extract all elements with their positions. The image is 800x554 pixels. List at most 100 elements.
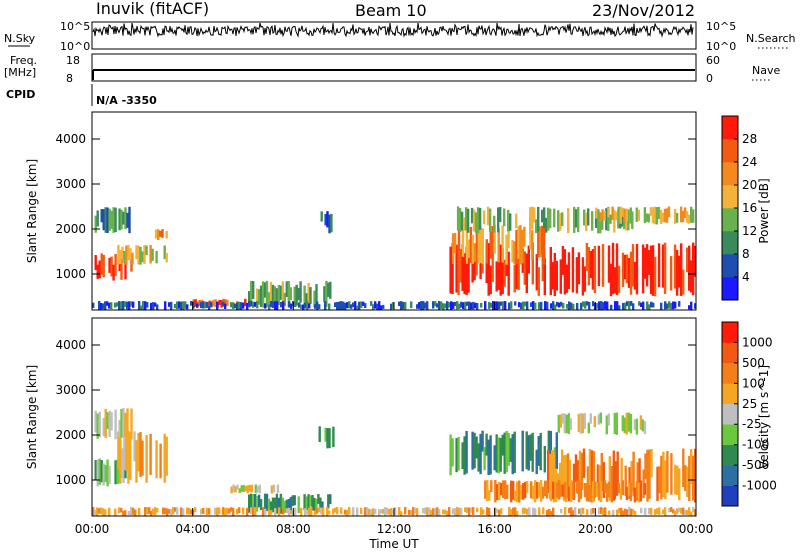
time-tick-label: 20:00 [578, 522, 613, 536]
power-echo-cell [551, 262, 554, 290]
velocity-echo-cell [305, 496, 308, 510]
velocity-echo-cell [568, 507, 571, 514]
velocity-echo-cell [636, 462, 639, 500]
power-echo-cell [583, 209, 586, 226]
power-echo-cell [106, 207, 109, 233]
power-colorbar-tick-label: 4 [742, 270, 750, 284]
power-echo-cell [486, 206, 490, 226]
velocity-echo-cell [550, 511, 553, 516]
velocity-echo-cell [104, 408, 107, 438]
velocity-echo-cell [616, 509, 619, 516]
velocity-echo-cell [294, 507, 297, 516]
power-echo-cell [206, 301, 209, 308]
power-echo-cell [653, 256, 657, 297]
power-echo-cell [392, 302, 395, 309]
power-echo-cell [480, 302, 483, 308]
velocity-echo-cell [432, 508, 435, 516]
velocity-colorbar-tick-label: 25 [742, 397, 757, 411]
power-echo-cell [214, 299, 217, 308]
time-axis: 00:00 04:00 08:00 12:00 16:00 20:00 00:00 [75, 302, 713, 536]
nave-label: Nave [752, 64, 780, 77]
velocity-echo-cell [214, 507, 217, 515]
power-echo-cell [540, 301, 543, 310]
velocity-echo-cell [300, 507, 303, 516]
power-echo-cell [690, 301, 693, 310]
power-echo-cell [325, 280, 328, 307]
power-echo-cell [120, 301, 123, 310]
power-echo-cell [165, 253, 168, 263]
power-echo-cell [364, 303, 367, 308]
power-echo-cell [283, 292, 286, 307]
power-echo-cell [120, 252, 123, 280]
power-echo-cell [118, 301, 121, 310]
velocity-echo-cell [412, 507, 415, 516]
velocity-echo-cell [578, 508, 581, 514]
velocity-echo-cell [530, 481, 533, 499]
velocity-echo-cell [428, 507, 431, 516]
power-echo-cell [112, 264, 115, 281]
power-echo-cell [515, 250, 518, 290]
power-echo-cell [497, 207, 500, 233]
power-echo-cell [196, 303, 199, 308]
power-echo-cell [446, 301, 449, 310]
velocity-echo-cell [639, 415, 643, 430]
power-echo-cell [326, 211, 329, 228]
velocity-echo-cell [534, 508, 537, 516]
power-echo-region [320, 211, 333, 234]
velocity-echo-cell [602, 508, 605, 516]
velocity-colorbar-tick-label: -500 [742, 458, 769, 472]
power-echo-cell [456, 301, 459, 310]
power-echo-cell [615, 211, 618, 220]
velocity-echo-cell [587, 484, 591, 502]
velocity-ytick-label: 2000 [55, 428, 86, 442]
velocity-echo-cell [632, 451, 635, 497]
velocity-echo-cell [578, 450, 582, 496]
velocity-echo-cell [122, 510, 125, 516]
power-echo-cell [114, 207, 117, 233]
velocity-echo-cell [588, 449, 592, 491]
power-echo-cell [170, 301, 173, 310]
power-echo-cell [450, 301, 453, 310]
velocity-echo-cell [621, 480, 625, 496]
freq-unit: [MHz] [4, 66, 36, 79]
power-echo-cell [635, 244, 639, 295]
power-echo-cell [618, 305, 621, 310]
velocity-echo-cell [529, 434, 532, 461]
power-echo-cell [108, 208, 111, 231]
velocity-echo-cell [549, 430, 552, 466]
velocity-echo-cell [660, 455, 663, 500]
velocity-echo-cell [133, 431, 136, 462]
velocity-echo-cell [168, 509, 171, 514]
velocity-colorbar-segment [722, 444, 738, 466]
power-echo-cell [462, 217, 466, 231]
freq-panel: Freq. [MHz] 18 8 60 0 Nave [4, 53, 780, 85]
power-echo-cell [151, 248, 154, 261]
power-echo-cell [246, 303, 249, 310]
power-echo-cell [152, 302, 155, 310]
power-echo-cell [250, 280, 253, 307]
velocity-echo-cell [642, 469, 645, 499]
power-echo-cell [485, 239, 488, 264]
power-echo-cell [575, 209, 578, 228]
power-colorbar-tick-label: 20 [742, 178, 757, 192]
power-echo-cell [561, 212, 564, 227]
velocity-echo-cell [135, 440, 138, 483]
velocity-echo-cell [149, 433, 152, 475]
velocity-echo-cell [568, 460, 572, 499]
power-echo-cell [464, 207, 468, 231]
power-echo-cell [268, 304, 271, 310]
power-echo-cell [625, 254, 629, 284]
velocity-echo-cell [503, 432, 506, 474]
velocity-echo-cell [526, 481, 529, 494]
power-echo-cell [372, 304, 375, 310]
power-echo-cell [628, 301, 631, 310]
velocity-echo-cell [472, 507, 475, 515]
power-echo-cell [132, 301, 135, 308]
velocity-echo-cell [364, 507, 367, 516]
velocity-echo-cell [575, 480, 579, 493]
power-echo-cell [236, 302, 239, 310]
velocity-echo-cell [398, 507, 401, 515]
velocity-echo-cell [332, 508, 335, 515]
velocity-echo-cell [662, 451, 665, 498]
power-echo-cell [232, 302, 235, 309]
